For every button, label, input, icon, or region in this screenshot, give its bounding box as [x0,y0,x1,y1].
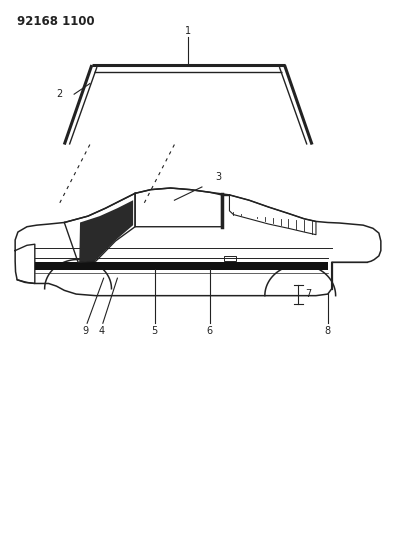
Text: 2: 2 [56,89,62,99]
Polygon shape [79,200,133,262]
Text: 8: 8 [325,326,331,336]
Text: 3: 3 [216,172,222,182]
Text: 9: 9 [83,326,89,336]
Bar [224,256,236,261]
Text: 92168 1100: 92168 1100 [17,14,95,28]
Text: 1: 1 [185,26,191,36]
Text: 7: 7 [305,289,312,300]
Text: 5: 5 [152,326,158,336]
Polygon shape [35,262,328,270]
Text: 4: 4 [99,326,105,336]
Text: 6: 6 [207,326,213,336]
